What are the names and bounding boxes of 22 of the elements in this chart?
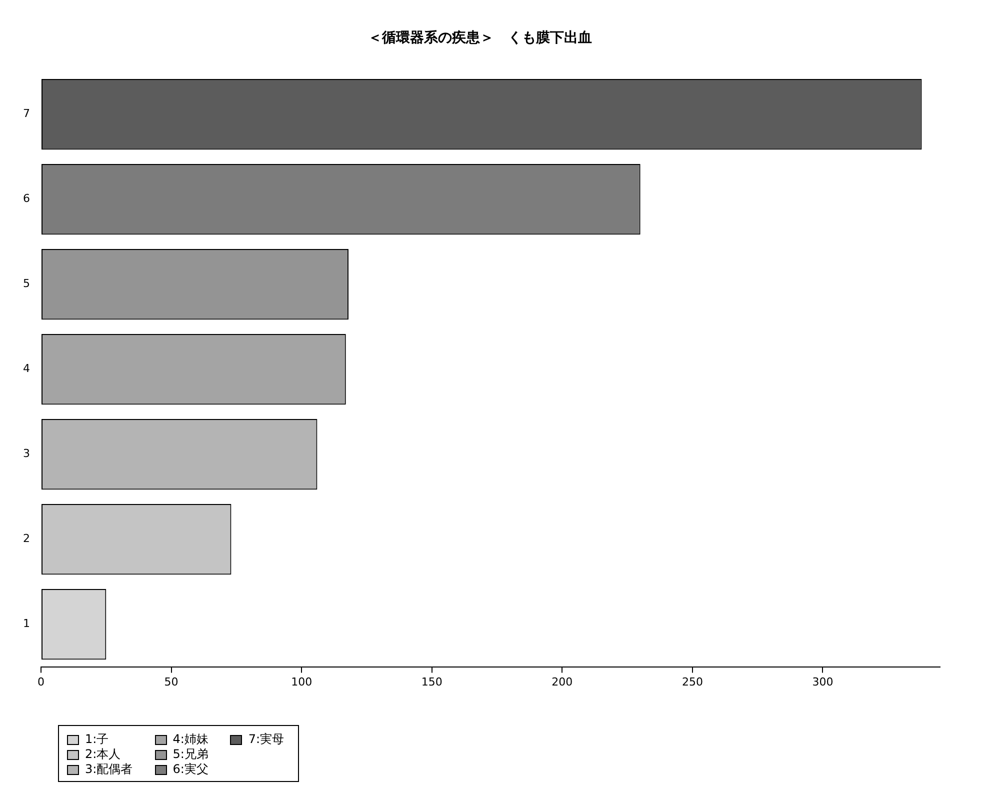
- x-tick-label: 100: [291, 675, 312, 688]
- chart-title: ＜循環器系の疾患＞ くも膜下出血: [368, 29, 592, 46]
- x-tick-label: 50: [164, 675, 178, 688]
- y-tick-label: 5: [23, 277, 30, 290]
- legend-label: 6:実父: [172, 762, 208, 777]
- x-tick-label: 250: [682, 675, 703, 688]
- y-tick-label: 3: [23, 447, 30, 460]
- y-tick-label: 7: [23, 107, 30, 120]
- x-tick-label: 150: [421, 675, 442, 688]
- legend-label: 7:実母: [248, 732, 284, 747]
- legend-label: 1:子: [85, 732, 109, 747]
- legend-label: 4:姉妹: [172, 732, 208, 747]
- y-tick-label: 2: [23, 532, 30, 546]
- legend-label: 5:兄弟: [172, 747, 208, 762]
- x-tick-label: 0: [38, 675, 44, 688]
- x-tick-label: 200: [552, 675, 573, 688]
- legend-label: 3:配偶者: [85, 762, 133, 777]
- y-tick-label: 4: [23, 362, 30, 376]
- x-tick-label: 300: [812, 675, 834, 688]
- y-tick-label: 6: [23, 192, 30, 206]
- legend-label: 2:本人: [85, 747, 121, 762]
- y-tick-label: 1: [23, 617, 30, 630]
